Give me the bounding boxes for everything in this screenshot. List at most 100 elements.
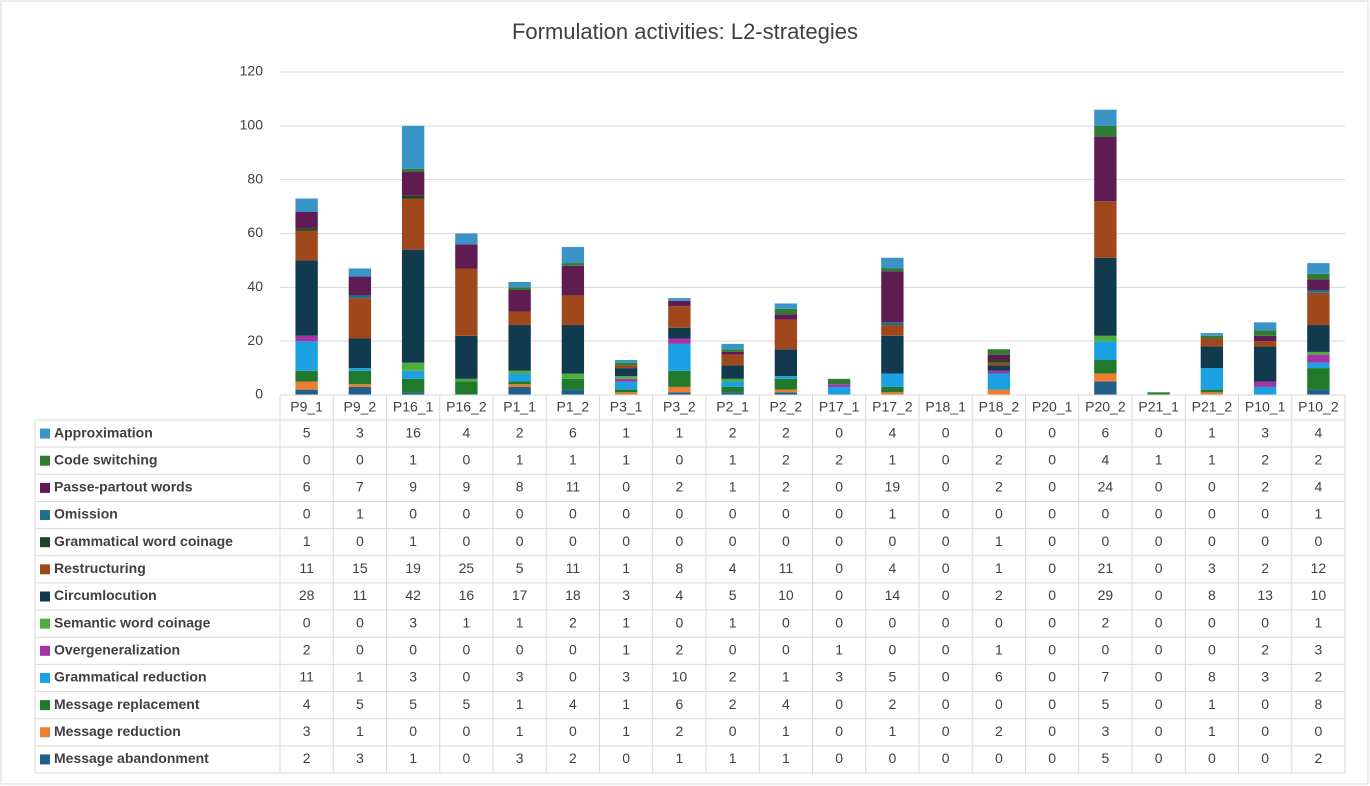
table-value: 1: [1155, 451, 1163, 467]
bar-segment: [668, 300, 691, 307]
legend-key: [40, 672, 50, 683]
table-value: 0: [409, 723, 417, 739]
table-value: 0: [995, 750, 1003, 766]
bar-segment: [1253, 341, 1277, 347]
table-value: 0: [942, 669, 950, 685]
x-tick-label: P2_1: [716, 399, 749, 415]
table-value: 1: [1208, 451, 1216, 467]
bar-segment: [827, 378, 851, 385]
table-value: 2: [729, 696, 737, 712]
legend-label: Message abandonment: [54, 750, 209, 766]
bar-segment: [561, 325, 585, 374]
bar-segment: [668, 338, 691, 344]
table-value: 0: [942, 479, 950, 495]
bar-segment: [1307, 354, 1330, 363]
bar-segment: [1094, 335, 1117, 342]
legend-key: [40, 482, 50, 493]
bar-segment: [1307, 325, 1330, 352]
bar-segment: [668, 343, 691, 371]
bar-segment: [455, 381, 478, 395]
bar-segment: [295, 341, 318, 371]
bar-segment: [774, 392, 798, 395]
bar-segment: [1307, 389, 1330, 395]
bar-segment: [721, 378, 744, 382]
x-tick-label: P2_2: [770, 399, 803, 415]
legend-label: Passe-partout words: [54, 479, 193, 495]
table-value: 0: [729, 506, 737, 522]
bar-segment: [881, 257, 904, 269]
legend-label: Message reduction: [54, 723, 181, 739]
table-value: 3: [1261, 424, 1269, 440]
table-value: 1: [1208, 723, 1216, 739]
table-value: 9: [409, 479, 417, 495]
table-value: 0: [569, 533, 577, 549]
table-value: 8: [675, 560, 683, 576]
bar-segment: [668, 306, 691, 328]
bar-segment: [881, 271, 904, 323]
table-value: 2: [995, 451, 1003, 467]
table-value: 0: [303, 506, 311, 522]
table-value: 1: [356, 723, 364, 739]
table-value: 0: [729, 723, 737, 739]
table-value: 0: [888, 533, 896, 549]
table-value: 3: [303, 723, 311, 739]
legend-label: Overgeneralization: [54, 642, 180, 658]
table-value: 1: [516, 723, 524, 739]
table-value: 0: [835, 614, 843, 630]
bar-segment: [1094, 136, 1117, 202]
table-value: 0: [1261, 750, 1269, 766]
bar-segment: [1094, 125, 1117, 137]
bar-segment: [348, 386, 372, 395]
x-tick-label: P18_2: [979, 399, 1020, 415]
table-value: 0: [462, 669, 470, 685]
table-value: 0: [1314, 723, 1322, 739]
bar-segment: [987, 362, 1011, 366]
bar-segment: [774, 349, 798, 377]
bar-segment: [614, 365, 638, 369]
table-value: 2: [1261, 479, 1269, 495]
table-value: 0: [942, 587, 950, 603]
x-tick-label: P10_2: [1298, 399, 1339, 415]
table-value: 1: [516, 614, 524, 630]
legend-key: [40, 591, 50, 602]
table-value: 2: [729, 424, 737, 440]
table-value: 1: [1314, 614, 1322, 630]
table-value: 3: [622, 669, 630, 685]
table-value: 0: [622, 506, 630, 522]
table-value: 24: [1098, 479, 1114, 495]
table-value: 1: [356, 506, 364, 522]
bar-segment: [295, 389, 318, 395]
bar-segment: [295, 228, 318, 231]
table-value: 0: [1048, 424, 1056, 440]
table-value: 0: [1155, 587, 1163, 603]
legend-key: [40, 645, 50, 656]
table-value: 11: [566, 479, 581, 495]
table-value: 0: [356, 614, 364, 630]
table-value: 3: [409, 614, 417, 630]
bar-segment: [295, 381, 318, 390]
bar-segment: [1094, 257, 1117, 336]
bar-segment: [668, 386, 691, 393]
table-value: 10: [778, 587, 794, 603]
table-value: 6: [1101, 424, 1109, 440]
table-value: 0: [942, 642, 950, 658]
bar-segment: [455, 378, 478, 382]
bar-segment: [508, 311, 531, 326]
table-value: 2: [516, 424, 524, 440]
table-value: 0: [516, 642, 524, 658]
bar-segment: [508, 373, 531, 382]
table-value: 0: [1155, 614, 1163, 630]
x-tick-label: P9_2: [344, 399, 377, 415]
bar-segment: [614, 392, 638, 395]
table-value: 2: [782, 479, 790, 495]
table-value: 3: [409, 669, 417, 685]
table-value: 19: [885, 479, 901, 495]
bar-segment: [455, 335, 478, 379]
bar-segment: [295, 260, 318, 336]
table-value: 3: [1208, 560, 1216, 576]
table-value: 2: [1101, 614, 1109, 630]
table-value: 0: [782, 533, 790, 549]
table-value: 7: [356, 479, 364, 495]
table-value: 3: [516, 750, 524, 766]
table-value: 4: [462, 424, 470, 440]
